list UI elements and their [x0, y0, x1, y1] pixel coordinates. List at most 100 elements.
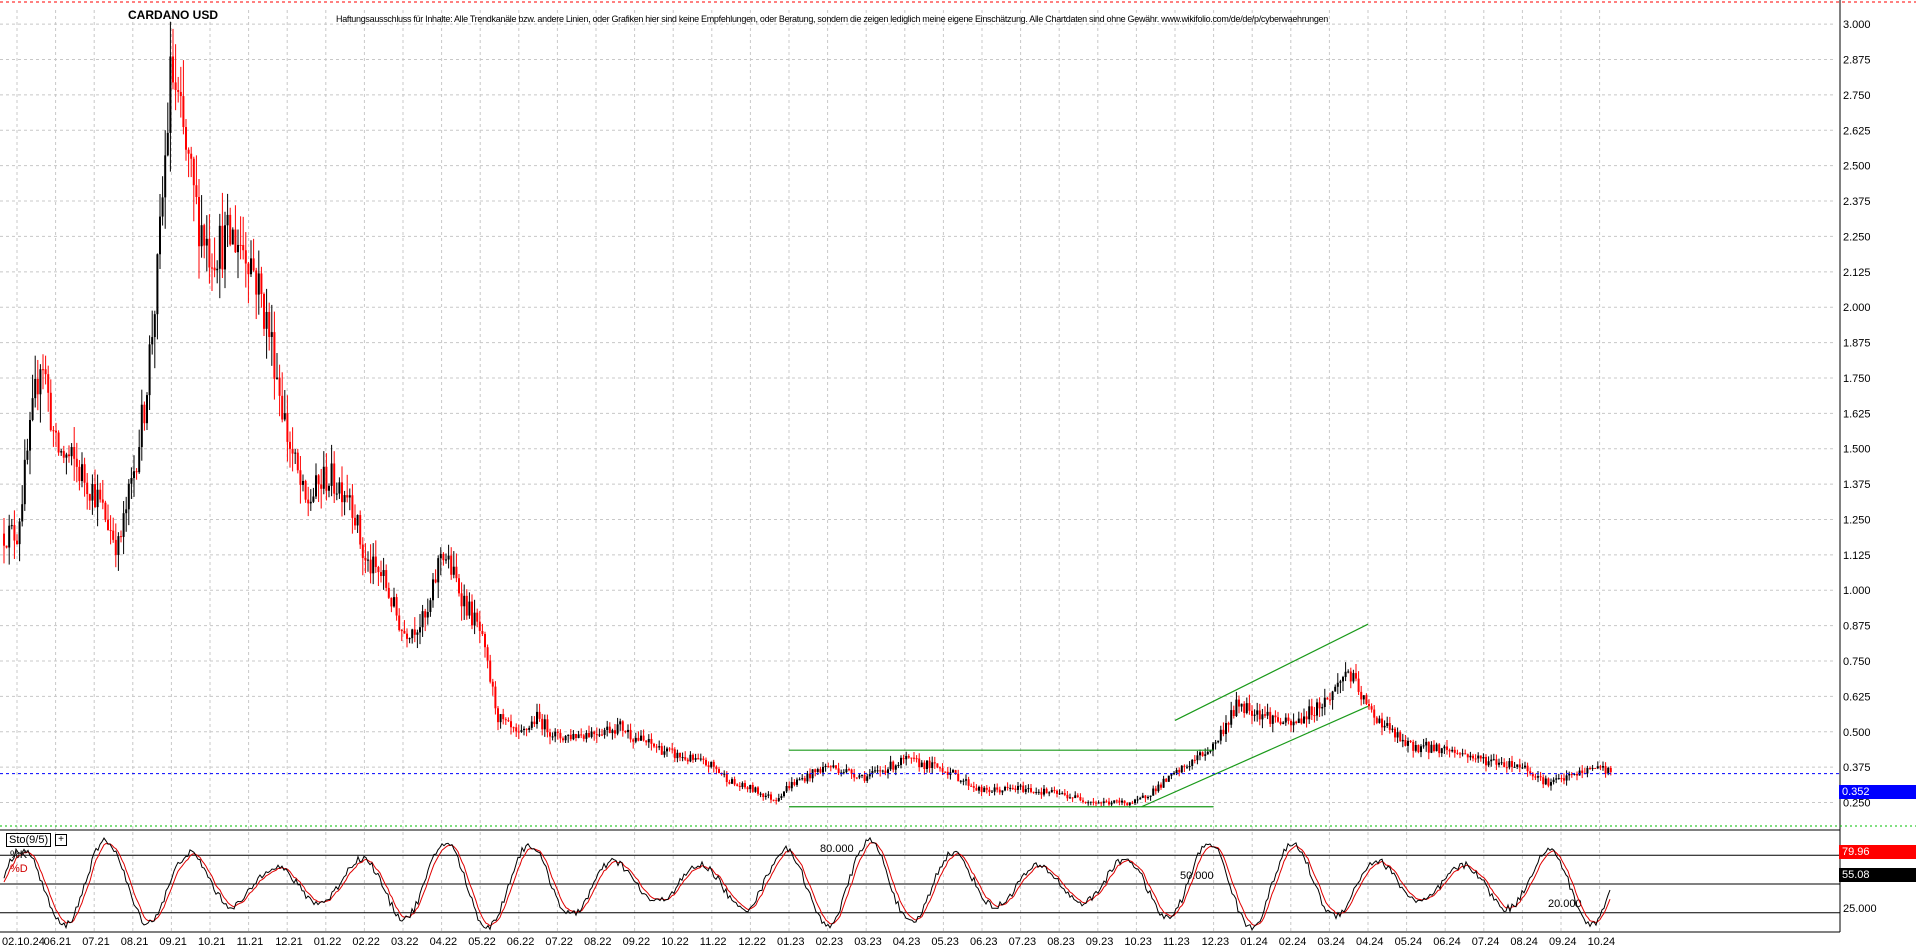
candle-body: [1056, 790, 1058, 794]
candle-body: [411, 629, 414, 639]
candle-body: [1581, 770, 1584, 774]
candle-body: [312, 496, 315, 502]
y-tick-label: 1.375: [1843, 479, 1871, 491]
candle-body: [31, 398, 34, 420]
indicator-add-button[interactable]: +: [55, 834, 67, 846]
candle-body: [185, 127, 187, 150]
candle-body: [1295, 721, 1298, 724]
candle-body: [645, 740, 648, 743]
candle-body: [455, 566, 458, 579]
candle-body: [1084, 801, 1087, 803]
x-tick-label: 07.23: [1009, 936, 1037, 948]
candle-body: [1349, 671, 1352, 682]
candle-body: [307, 499, 310, 504]
x-tick-label: 08.22: [584, 936, 612, 948]
candle-body: [439, 553, 442, 559]
candle-body: [1446, 746, 1448, 750]
x-tick-label: 01.24: [1240, 936, 1268, 948]
candle-body: [829, 766, 832, 768]
candle-body: [918, 758, 921, 768]
candle-body: [1310, 706, 1313, 716]
candle-body: [559, 732, 562, 739]
indicator-name[interactable]: Sto(9/5): [6, 833, 52, 847]
candle-body: [52, 430, 55, 432]
x-tick-label: 12.21: [275, 936, 303, 948]
y-tick-label: 2.250: [1843, 231, 1871, 243]
candle-body: [3, 533, 5, 546]
candle-body: [1102, 801, 1105, 804]
candle-body: [881, 770, 884, 772]
trendline: [1141, 705, 1369, 808]
candle-body: [554, 731, 557, 737]
candle-body: [1123, 800, 1126, 804]
x-tick-label: 09.22: [623, 936, 651, 948]
candle-body: [44, 369, 47, 375]
candle-body: [1438, 744, 1441, 754]
x-tick-label: 07.24: [1472, 936, 1500, 948]
candle-body: [192, 158, 195, 186]
candle-body: [1149, 795, 1152, 797]
candle-body: [1440, 748, 1443, 754]
candle-body: [1334, 686, 1337, 692]
candle-body: [471, 601, 473, 626]
candle-body: [81, 464, 83, 482]
candle-body: [1479, 755, 1482, 759]
candle-body: [1529, 771, 1532, 774]
candle-body: [164, 155, 167, 198]
candle-body: [1518, 764, 1521, 768]
candle-body: [1261, 714, 1264, 720]
candle-body: [1238, 699, 1240, 707]
grid-lines: [0, 10, 1836, 932]
x-tick-label: 12.23: [1202, 936, 1230, 948]
candle-body: [395, 597, 398, 616]
candle-body: [806, 773, 809, 782]
candle-body: [663, 751, 666, 755]
candle-body: [1074, 795, 1077, 799]
candle-body: [1191, 759, 1194, 766]
candle-body: [146, 395, 148, 424]
candle-body: [1011, 787, 1014, 789]
candle-body: [998, 789, 1001, 793]
candle-body: [1459, 753, 1461, 755]
candle-body: [1472, 755, 1474, 759]
candle-body: [302, 480, 304, 485]
candle-body: [1469, 755, 1472, 758]
candle-body: [1420, 746, 1422, 753]
candle-body: [1300, 718, 1303, 724]
candle-body: [1414, 745, 1417, 751]
candle-body: [369, 559, 372, 574]
candle-body: [562, 738, 564, 741]
candle-body: [954, 770, 957, 774]
candle-body: [1144, 795, 1147, 799]
candle-body: [523, 728, 525, 731]
candle-body: [1336, 682, 1339, 687]
candle-body: [117, 536, 120, 556]
y-tick-label: 0.250: [1843, 798, 1871, 810]
candle-body: [346, 495, 349, 498]
candle-body: [939, 767, 941, 769]
candle-body: [1513, 766, 1516, 768]
candle-body: [1485, 756, 1487, 766]
candle-body: [616, 724, 619, 734]
candle-body: [55, 430, 57, 433]
candle-body: [551, 736, 554, 738]
candle-body: [1357, 678, 1360, 692]
candle-body: [1066, 794, 1069, 799]
candle-body: [250, 258, 252, 275]
candle-body: [611, 730, 614, 734]
candle-body: [1560, 778, 1563, 780]
candle-body: [18, 521, 21, 545]
candle-body: [114, 539, 117, 556]
candle-body: [29, 419, 31, 451]
candle-body: [525, 728, 528, 730]
candle-body: [1160, 784, 1162, 788]
candle-body: [715, 766, 718, 770]
candle-body: [658, 746, 661, 748]
candle-body: [627, 729, 629, 733]
candle-body: [42, 369, 44, 371]
candle-body: [902, 757, 905, 760]
candle-body: [367, 559, 369, 561]
candle-body: [1399, 732, 1402, 742]
candle-body: [398, 615, 401, 631]
candle-body: [1313, 715, 1316, 717]
